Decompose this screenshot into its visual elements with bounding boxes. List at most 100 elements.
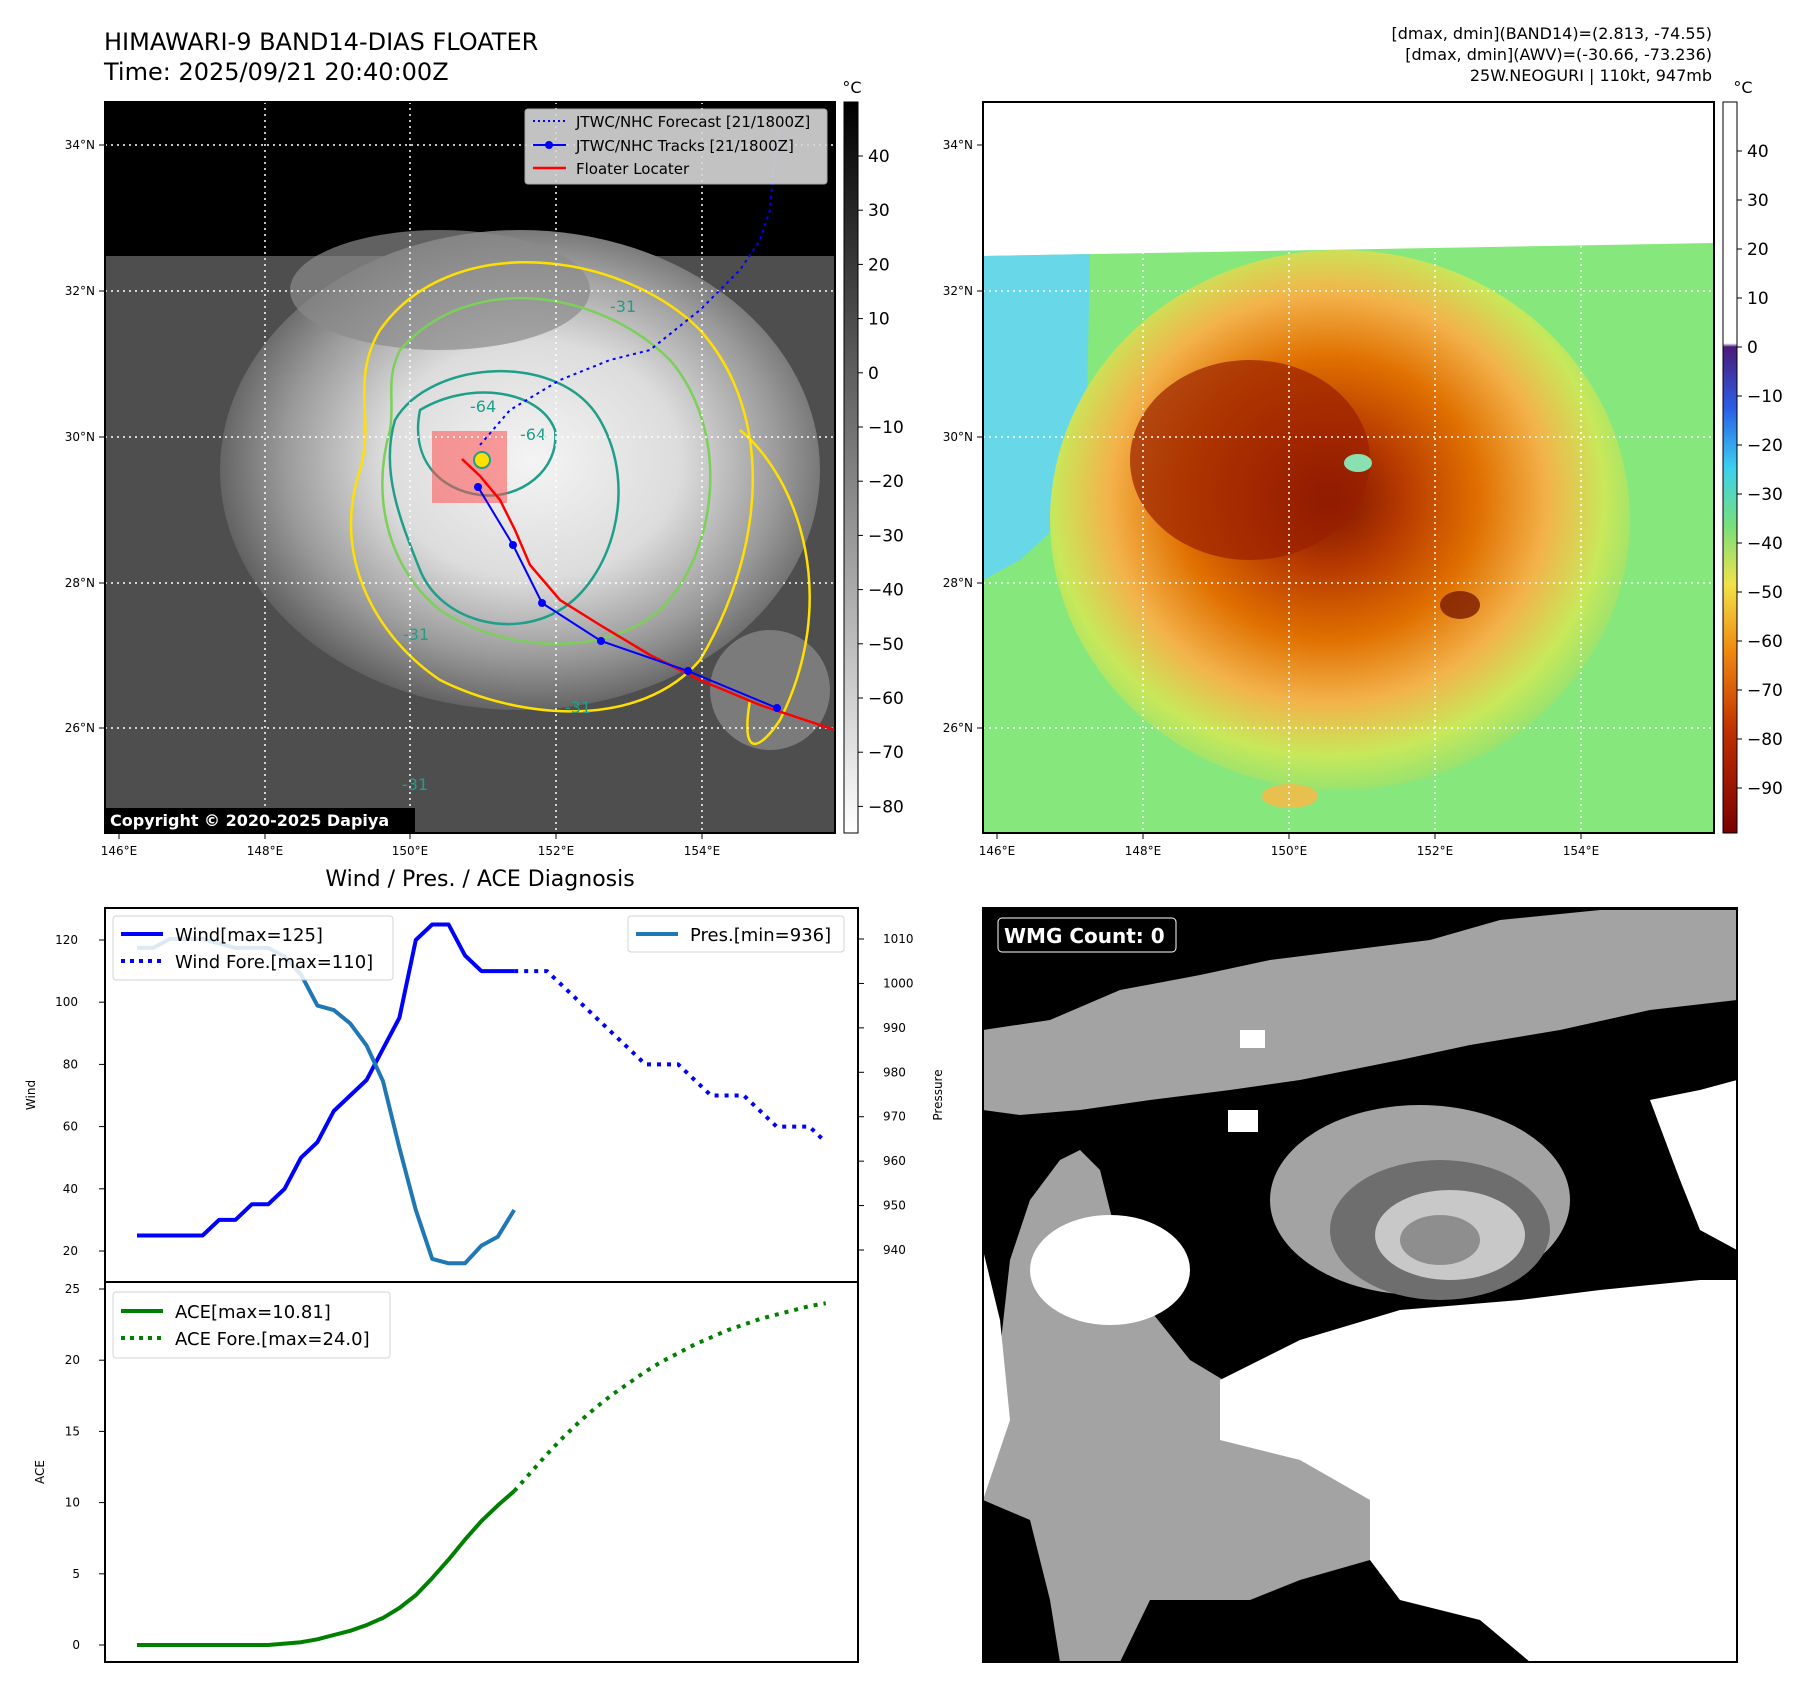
pres-tick-label: 980: [883, 1065, 906, 1079]
wind-tick-label: 60: [63, 1120, 78, 1134]
ace-chart: 0 5 10 15 20 25 ACE ACE[max=10.81] ACE Fore.[…: [33, 1281, 859, 1663]
stats-line1: [dmax, dmin](BAND14)=(2.813, -74.55): [1392, 24, 1713, 43]
legend-ace: ACE[max=10.81]: [175, 1302, 331, 1323]
colorbar-tick-label: −10: [868, 418, 904, 438]
legend-tracks: JTWC/NHC Tracks [21/1800Z]: [575, 137, 794, 155]
colorbar-tick-label: −50: [868, 635, 904, 655]
colorbar-tick-label: 10: [868, 310, 890, 330]
wind-chart: 20 40 60 80 100 120 940 950 960 970 980 990 1000 101…: [24, 907, 945, 1283]
colorbar-tick-label: 40: [868, 147, 890, 167]
pres-tick-label: 940: [883, 1243, 906, 1257]
wind-legend: Wind[max=125] Wind Fore.[max=110]: [112, 915, 394, 981]
wind-forecast-line: [514, 969, 828, 1144]
wind-tick-label: 120: [55, 933, 78, 947]
wind-tick-label: 100: [55, 995, 78, 1009]
copyright: Copyright © 2020-2025 Dapiya: [110, 811, 389, 830]
ace-tick-label: 10: [65, 1496, 80, 1510]
colorbar-tick-label: −80: [868, 797, 904, 817]
ace-line: [137, 1489, 516, 1647]
wind-ylabel: Wind: [24, 1080, 38, 1110]
ir-colorbar-ticks: 40 30 20 10 0 −10 −20 −30 −40 −50 −60 −70 −80: [858, 147, 904, 817]
colorbar-tick-label: 20: [1747, 240, 1769, 260]
ace-tick-label: 0: [72, 1638, 80, 1652]
title-line1: HIMAWARI-9 BAND14-DIAS FLOATER: [104, 28, 538, 56]
legend-pres: Pres.[min=936]: [690, 925, 831, 946]
ir-map: -64 -64 -31 -31 -31 -31: [105, 102, 835, 833]
wind-tick-label: 80: [63, 1057, 78, 1071]
ir-map-frame: [104, 101, 836, 834]
lon-tick-label: 154°E: [1563, 844, 1600, 858]
lon-tick-label: 148°E: [1125, 844, 1162, 858]
pres-tick-label: 960: [883, 1154, 906, 1168]
pres-tick-label: 1010: [883, 932, 914, 946]
svg-text:-31: -31: [402, 775, 428, 794]
svg-text:-31: -31: [610, 297, 636, 316]
colorbar-tick-label: −70: [868, 743, 904, 763]
svg-text:-31: -31: [403, 625, 429, 644]
colorbar-tick-label: −50: [1747, 583, 1783, 603]
wmg-count: WMG Count: 0: [1004, 924, 1165, 948]
colorbar-tick-label: −40: [868, 581, 904, 601]
colorbar-tick-label: −90: [1747, 779, 1783, 799]
svg-text:-64: -64: [520, 425, 546, 444]
color-lon-ticks: 146°E 148°E 150°E 152°E 154°E: [979, 833, 1600, 858]
colorbar-tick-label: −20: [868, 472, 904, 492]
colorbar-tick-label: −80: [1747, 730, 1783, 750]
colorbar-tick-label: 20: [868, 255, 890, 275]
lon-tick-label: 154°E: [684, 844, 721, 858]
colorbar-tick-label: −30: [868, 526, 904, 546]
colorbar-tick-label: 10: [1747, 289, 1769, 309]
wind-line: [137, 922, 515, 1238]
wind-tick-label: 40: [63, 1182, 78, 1196]
svg-text:-31: -31: [565, 698, 591, 717]
lat-tick-label: 26°N: [943, 721, 973, 735]
lon-tick-label: 150°E: [1271, 844, 1308, 858]
colorbar-tick-label: −70: [1747, 681, 1783, 701]
lat-tick-label: 30°N: [65, 430, 95, 444]
wind-tick-label: 20: [63, 1244, 78, 1258]
lon-tick-label: 152°E: [538, 844, 575, 858]
lat-tick-label: 34°N: [65, 138, 95, 152]
color-map-frame: [982, 101, 1715, 834]
pres-ylabel: Pressure: [931, 1069, 945, 1120]
diagnosis-title: Wind / Pres. / ACE Diagnosis: [325, 867, 634, 892]
colorbar-tick-label: −60: [868, 689, 904, 709]
colorbar-tick-label: 0: [1747, 338, 1758, 358]
lat-tick-label: 30°N: [943, 430, 973, 444]
pres-tick-label: 990: [883, 1021, 906, 1035]
legend-ace-fore: ACE Fore.[max=24.0]: [175, 1329, 370, 1350]
color-colorbar: [1722, 101, 1738, 834]
ir-colorbar: [843, 101, 859, 834]
title-line2: Time: 2025/09/21 20:40:00Z: [103, 58, 449, 86]
color-lat-ticks: 34°N 32°N 30°N 28°N 26°N: [943, 138, 983, 735]
color-colorbar-unit: °C: [1733, 78, 1752, 97]
colorbar-tick-label: 0: [868, 364, 879, 384]
colorbar-tick-label: 30: [868, 201, 890, 221]
legend-forecast: JTWC/NHC Forecast [21/1800Z]: [575, 113, 810, 131]
stats-line2: [dmax, dmin](AWV)=(-30.66, -73.236): [1405, 45, 1712, 64]
colorbar-tick-label: −60: [1747, 632, 1783, 652]
pres-tick-label: 970: [883, 1110, 906, 1124]
lon-tick-label: 150°E: [392, 844, 429, 858]
ace-tick-label: 20: [65, 1353, 80, 1367]
lat-tick-label: 26°N: [65, 721, 95, 735]
color-map: [983, 102, 1714, 833]
legend-floater: Floater Locater: [576, 160, 690, 178]
colorbar-tick-label: −40: [1747, 534, 1783, 554]
lat-tick-label: 34°N: [943, 138, 973, 152]
wmg-frame: [982, 907, 1738, 1663]
pres-tick-label: 950: [883, 1199, 906, 1213]
color-colorbar-ticks: 40 30 20 10 0 −10 −20 −30 −40 −50 −60 −70 −80 −90: [1737, 142, 1783, 799]
ace-legend: ACE[max=10.81] ACE Fore.[max=24.0]: [112, 1291, 391, 1359]
ir-lon-ticks: 146°E 148°E 150°E 152°E 154°E: [101, 833, 721, 858]
lon-tick-label: 152°E: [1417, 844, 1454, 858]
lat-tick-label: 28°N: [65, 576, 95, 590]
stats-line3: 25W.NEOGURI | 110kt, 947mb: [1470, 66, 1712, 85]
ace-tick-label: 5: [72, 1567, 80, 1581]
lon-tick-label: 148°E: [247, 844, 284, 858]
ace-tick-label: 25: [65, 1282, 80, 1296]
legend-wind-fore: Wind Fore.[max=110]: [175, 952, 373, 973]
colorbar-tick-label: 40: [1747, 142, 1769, 162]
ace-ylabel: ACE: [33, 1460, 47, 1484]
